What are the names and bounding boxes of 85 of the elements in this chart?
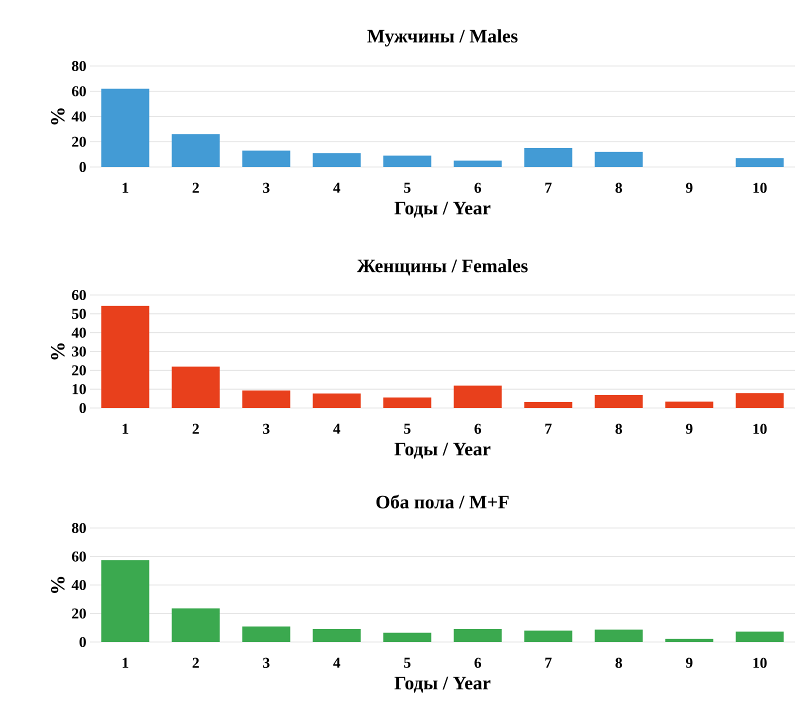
bar xyxy=(524,402,572,408)
x-tick-label: 7 xyxy=(545,424,552,434)
x-tick-label: 5 xyxy=(404,182,410,193)
x-tick-label: 10 xyxy=(753,424,767,434)
y-tick-label: 20 xyxy=(72,365,86,376)
x-tick-label: 7 xyxy=(545,658,552,668)
bar xyxy=(454,160,502,167)
y-tick-label: 0 xyxy=(80,402,86,414)
bar xyxy=(101,560,150,642)
bar xyxy=(383,156,432,167)
x-tick-label: 6 xyxy=(474,658,482,668)
x-axis-title: Годы / Year xyxy=(394,202,490,218)
y-tick-label: 20 xyxy=(72,608,86,619)
bar xyxy=(665,638,714,642)
bar xyxy=(524,630,572,642)
bar xyxy=(101,306,150,408)
x-tick-label: 4 xyxy=(333,658,340,668)
bar xyxy=(594,395,643,408)
x-tick-label: 8 xyxy=(616,658,622,668)
bar xyxy=(383,632,432,642)
x-tick-label: 4 xyxy=(333,424,340,434)
y-axis-title: % xyxy=(51,343,65,360)
bar xyxy=(594,630,643,642)
x-tick-label: 2 xyxy=(192,424,199,434)
x-tick-label: 9 xyxy=(686,658,692,668)
bar xyxy=(736,393,784,408)
y-tick-label: 40 xyxy=(72,580,86,590)
bar xyxy=(242,150,290,167)
chart-title: Оба пола / M+F xyxy=(376,494,509,508)
bar xyxy=(524,148,572,167)
y-axis-title: % xyxy=(51,108,65,124)
bar xyxy=(312,393,361,408)
y-tick-label: 0 xyxy=(80,636,86,648)
x-tick-label: 2 xyxy=(192,182,199,193)
x-tick-label: 3 xyxy=(263,424,270,434)
x-tick-label: 10 xyxy=(753,658,767,668)
bar xyxy=(594,152,643,167)
bar xyxy=(454,629,502,642)
bar xyxy=(736,158,784,167)
y-tick-label: 60 xyxy=(72,290,86,300)
x-tick-label: 8 xyxy=(616,182,622,193)
y-tick-label: 40 xyxy=(72,111,86,122)
bar xyxy=(665,402,714,408)
x-tick-label: 5 xyxy=(404,424,410,434)
y-tick-label: 80 xyxy=(72,522,86,534)
x-tick-label: 6 xyxy=(474,182,482,193)
chart-title: Мужчины / Males xyxy=(367,29,518,46)
x-tick-label: 10 xyxy=(753,182,767,193)
y-tick-label: 80 xyxy=(72,60,86,72)
chart-title: Женщины / Females xyxy=(356,258,528,276)
bar xyxy=(454,386,502,408)
y-tick-label: 40 xyxy=(72,328,86,338)
x-axis-title: Годы / Year xyxy=(394,676,490,693)
x-tick-label: 9 xyxy=(686,424,692,434)
x-tick-label: 9 xyxy=(686,182,692,193)
bar xyxy=(172,608,220,642)
y-tick-label: 0 xyxy=(80,162,86,172)
bar xyxy=(172,134,220,167)
y-tick-label: 10 xyxy=(72,384,86,394)
x-tick-label: 4 xyxy=(333,182,340,193)
x-tick-label: 5 xyxy=(404,658,410,668)
bar xyxy=(242,390,290,408)
bar xyxy=(242,626,290,642)
x-tick-label: 1 xyxy=(122,182,128,193)
x-tick-label: 8 xyxy=(616,424,622,434)
y-axis-title: % xyxy=(51,576,65,593)
x-tick-label: 7 xyxy=(545,182,552,193)
y-tick-label: 60 xyxy=(72,551,86,562)
x-tick-label: 1 xyxy=(122,424,128,434)
y-tick-label: 60 xyxy=(72,86,86,96)
bar xyxy=(312,153,361,167)
x-tick-label: 1 xyxy=(122,658,128,668)
y-tick-label: 30 xyxy=(72,346,86,357)
x-tick-label: 3 xyxy=(263,658,270,668)
y-tick-label: 20 xyxy=(72,136,86,147)
bar xyxy=(736,632,784,642)
x-tick-label: 6 xyxy=(474,424,482,434)
x-tick-label: 2 xyxy=(192,658,199,668)
y-tick-label: 50 xyxy=(72,308,86,319)
bar xyxy=(383,397,432,408)
bar xyxy=(172,366,220,408)
x-tick-label: 3 xyxy=(263,182,270,193)
x-axis-title: Годы / Year xyxy=(394,442,490,459)
bar xyxy=(101,88,150,167)
bar xyxy=(312,629,361,642)
